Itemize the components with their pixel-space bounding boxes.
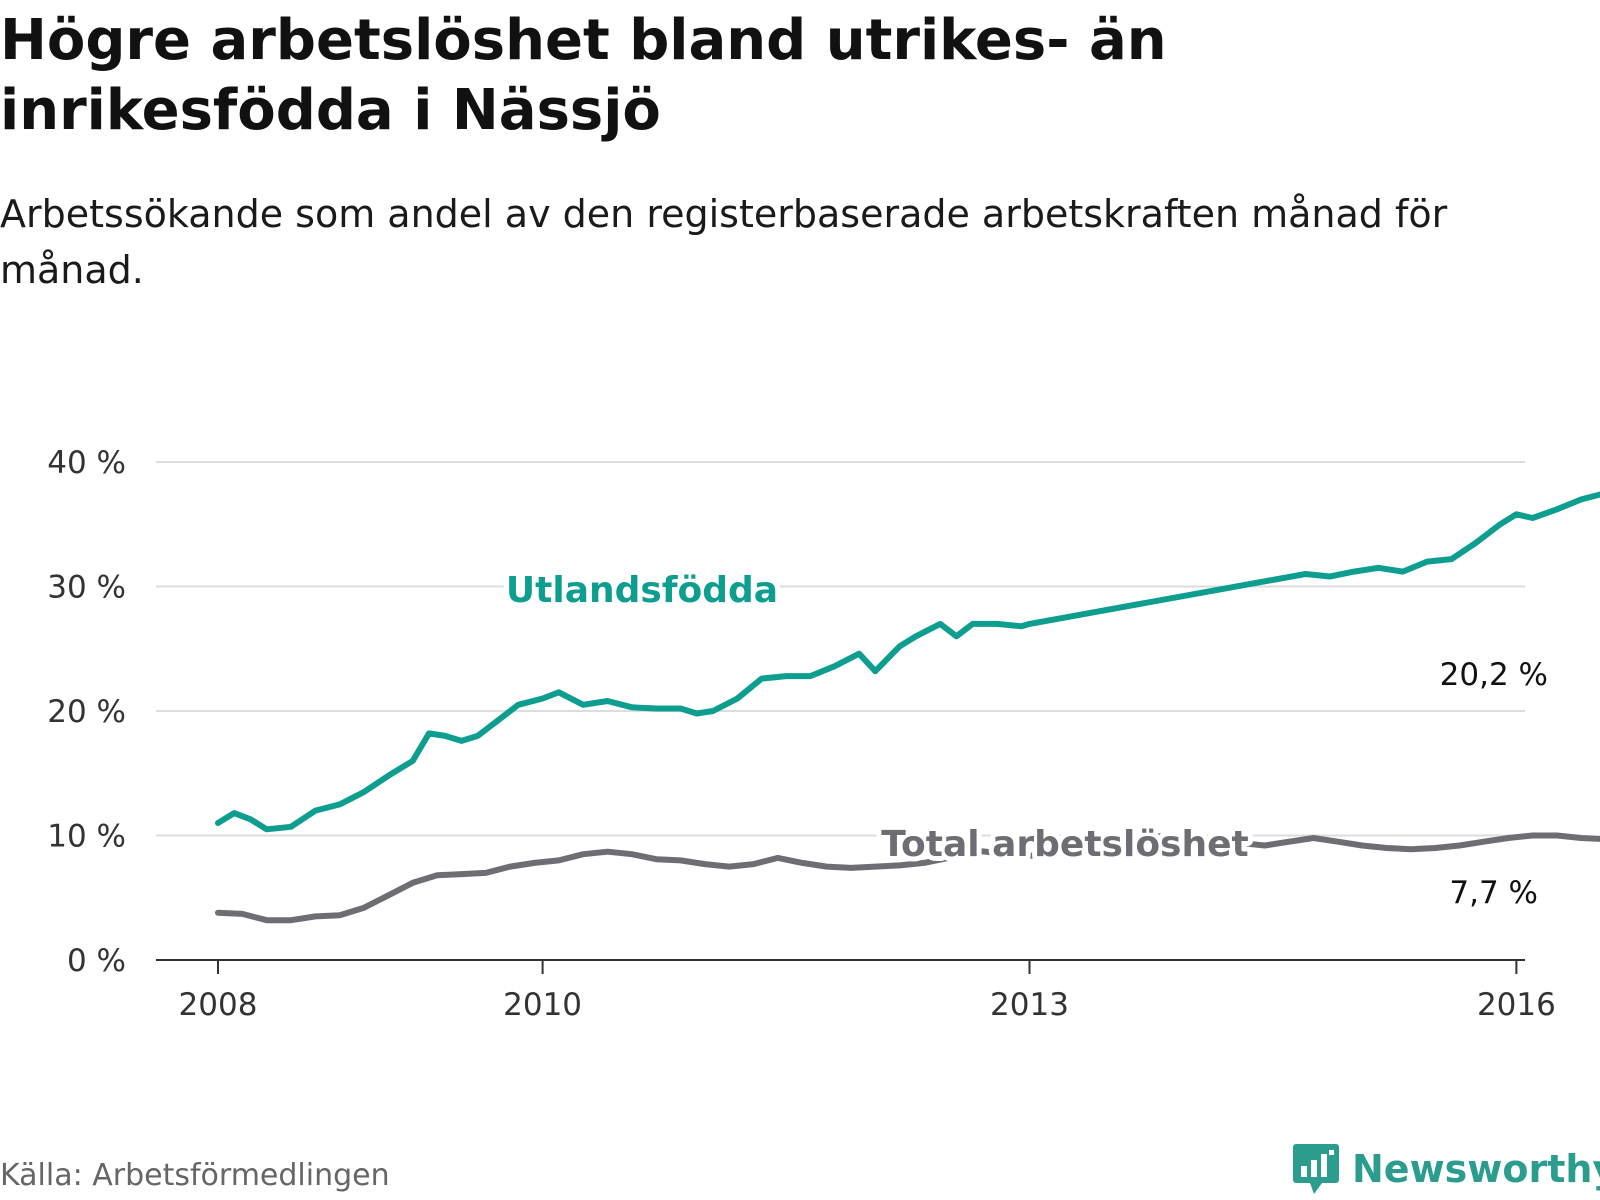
source-note: Källa: Arbetsförmedlingen — [0, 1158, 390, 1193]
series-label-utlandsfodda: Utlandsfödda — [506, 570, 778, 611]
y-tick-label: 10 % — [47, 819, 126, 855]
brand-logo: Newsworthy — [1292, 1142, 1600, 1196]
y-tick-label: 30 % — [47, 570, 126, 606]
series-label-total: Total arbetslöshet — [881, 824, 1249, 865]
y-tick-label: 20 % — [47, 694, 126, 730]
chart-title: Högre arbetslöshet bland utrikes- än inr… — [0, 8, 1167, 143]
end-label-total: 7,7 % — [1449, 875, 1538, 911]
end-label-utlandsfodda: 20,2 % — [1440, 657, 1548, 693]
chart-subtitle: Arbetssökande som andel av den registerb… — [0, 192, 1448, 292]
x-tick-label: 2016 — [1477, 987, 1556, 1023]
brand-name: Newsworthy — [1352, 1147, 1600, 1191]
series-line-utlandsfodda — [215, 491, 1600, 833]
y-tick-label: 0 % — [67, 943, 126, 979]
x-tick-label: 2008 — [179, 987, 258, 1023]
newsworthy-logo-icon — [1293, 1144, 1339, 1194]
series-line-total — [215, 832, 1600, 924]
x-tick-label: 2013 — [990, 987, 1069, 1023]
x-tick-label: 2010 — [503, 987, 582, 1023]
y-tick-label: 40 % — [47, 445, 126, 481]
